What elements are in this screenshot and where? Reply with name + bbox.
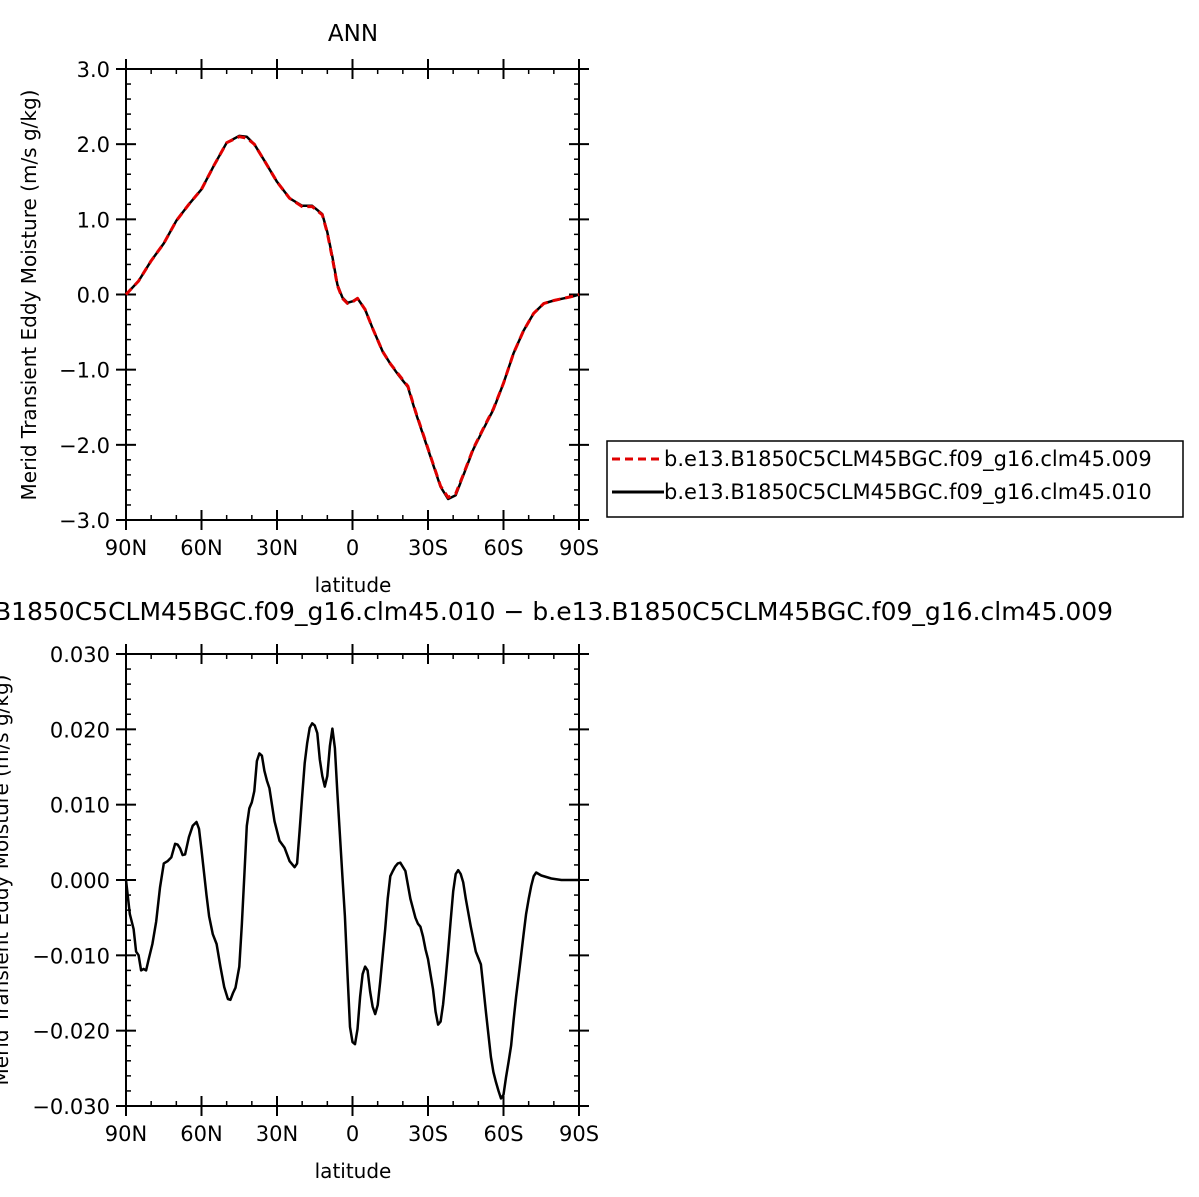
- y-tick-label: 3.0: [77, 58, 110, 82]
- y-tick-label: −0.030: [32, 1095, 110, 1119]
- y-tick-label: 2.0: [77, 133, 110, 157]
- y-tick-label: 0.020: [50, 718, 110, 742]
- plot-frame: [125, 68, 580, 521]
- legend-label-series-1: b.e13.B1850C5CLM45BGC.f09_g16.clm45.009: [664, 447, 1152, 472]
- y-tick-label: −0.020: [32, 1020, 110, 1044]
- series-line-1: [124, 135, 580, 499]
- bottom-chart-series: [124, 722, 579, 1100]
- x-tick-label: 90S: [559, 536, 599, 560]
- series-line-2: [125, 134, 580, 501]
- x-tick-label: 60S: [483, 536, 523, 560]
- y-tick-label: −1.0: [59, 359, 110, 383]
- top-chart-y-axis-label: Merid Transient Eddy Moisture (m/s g/kg): [17, 90, 41, 501]
- x-tick-label: 90N: [105, 536, 147, 560]
- bottom-chart-y-axis-label: Merid Transient Eddy Moisture (m/s g/kg): [0, 675, 13, 1086]
- bottom-chart-x-axis-label: latitude: [315, 1159, 392, 1183]
- y-tick-label: 0.010: [50, 794, 110, 818]
- x-tick-label: 30N: [256, 536, 298, 560]
- top-chart-series: [124, 134, 580, 501]
- y-tick-label: −2.0: [59, 434, 110, 458]
- legend: b.e13.B1850C5CLM45BGC.f09_g16.clm45.009 …: [606, 440, 1184, 518]
- x-tick-label: 60N: [180, 1122, 222, 1146]
- x-tick-label: 0: [346, 536, 359, 560]
- legend-label-series-2: b.e13.B1850C5CLM45BGC.f09_g16.clm45.010: [664, 480, 1152, 505]
- y-tick-label: 0.030: [50, 643, 110, 667]
- top-chart: ANN Merid Transient Eddy Moisture (m/s g…: [17, 21, 599, 597]
- x-tick-label: 60S: [483, 1122, 523, 1146]
- top-chart-x-axis-label: latitude: [315, 573, 392, 597]
- bottom-chart-title: b.e13.B1850C5CLM45BGC.f09_g16.clm45.010 …: [0, 597, 1113, 626]
- x-tick-label: 30S: [408, 536, 448, 560]
- y-tick-label: −3.0: [59, 509, 110, 533]
- x-tick-label: 0: [346, 1122, 359, 1146]
- x-tick-label: 30N: [256, 1122, 298, 1146]
- series-line-1: [124, 722, 579, 1100]
- y-tick-label: 0.0: [77, 284, 110, 308]
- y-tick-label: −0.010: [32, 944, 110, 968]
- y-tick-label: 0.000: [50, 869, 110, 893]
- top-chart-axes: 3.0 2.0 1.0 0.0 −1.0 −2.0 −3.0 90N 60N 30N 0 30S 60S…: [59, 58, 599, 560]
- bottom-chart: b.e13.B1850C5CLM45BGC.f09_g16.clm45.010 …: [0, 597, 1113, 1183]
- x-tick-label: 90N: [105, 1122, 147, 1146]
- y-tick-label: 1.0: [77, 208, 110, 232]
- x-tick-label: 30S: [408, 1122, 448, 1146]
- x-tick-label: 60N: [180, 536, 222, 560]
- legend-box: [606, 440, 1184, 518]
- top-chart-title: ANN: [328, 21, 378, 47]
- bottom-chart-axes: 0.030 0.020 0.010 0.000 −0.010 −0.020 −0.030 90…: [32, 643, 599, 1146]
- x-tick-label: 90S: [559, 1122, 599, 1146]
